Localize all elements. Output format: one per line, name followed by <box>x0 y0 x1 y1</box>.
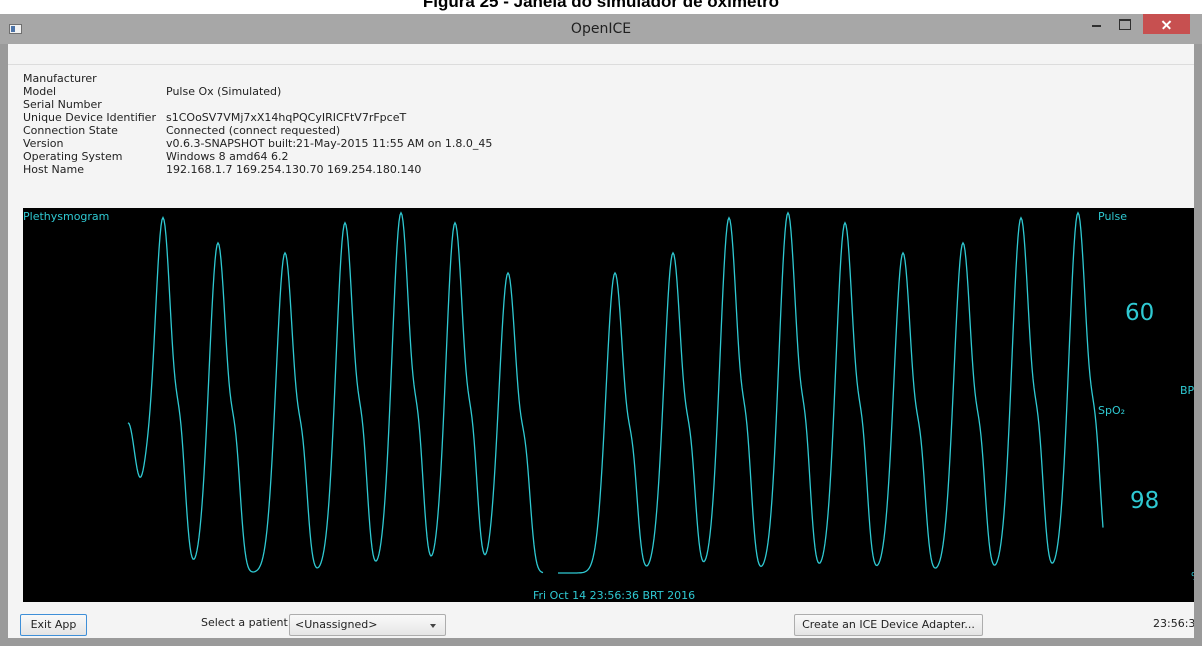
info-value: 192.168.1.7 169.254.130.70 169.254.180.1… <box>166 163 422 176</box>
clock-readout: 23:56:36 <box>1153 617 1202 630</box>
patient-select[interactable]: <Unassigned> <box>289 614 446 636</box>
info-value: Connected (connect requested) <box>166 124 341 137</box>
chevron-down-icon <box>430 624 436 628</box>
timestamp: Fri Oct 14 23:56:36 BRT 2016 <box>533 589 696 602</box>
info-label: Version <box>23 137 64 150</box>
exit-app-button[interactable]: Exit App <box>20 614 87 636</box>
info-value: Windows 8 amd64 6.2 <box>166 150 289 163</box>
info-label: Unique Device Identifier <box>23 111 156 124</box>
bottom-bar: Exit App Select a patient: <Unassigned> … <box>8 612 1202 638</box>
plethysmogram-trace-canvas <box>127 211 1104 574</box>
maximize-icon[interactable] <box>1111 14 1139 34</box>
app-window-icon[interactable] <box>9 24 22 34</box>
window-title: OpenICE <box>570 21 632 37</box>
plethysmogram-trace <box>558 211 1104 574</box>
info-value: s1COoSV7VMj7xX14hqPQCyIRICFtV7rFpceT <box>166 111 407 124</box>
spo2-label: SpO₂ <box>1098 404 1126 417</box>
info-label: Manufacturer <box>23 72 97 85</box>
window-edge <box>1194 44 1202 646</box>
info-value: v0.6.3-SNAPSHOT built:21-May-2015 11:55 … <box>166 137 493 150</box>
pulse-value: 60 <box>1125 300 1155 326</box>
close-icon[interactable] <box>1143 14 1190 34</box>
plethysmogram-trace <box>127 211 544 574</box>
pulse-label: Pulse <box>1098 210 1127 223</box>
menu-strip <box>8 44 1202 65</box>
info-label: Operating System <box>23 150 123 163</box>
patient-select-value: <Unassigned> <box>295 618 378 631</box>
title-bar[interactable]: OpenICE <box>0 14 1202 44</box>
patient-label: Select a patient: <box>201 616 292 629</box>
waveform-label: Plethysmogram <box>23 210 110 223</box>
info-label: Model <box>23 85 57 98</box>
waveform-monitor: Plethysmogram Pulse 60 BPM SpO₂ 98 % Fri… <box>23 208 1202 602</box>
info-label: Connection State <box>23 124 118 137</box>
client-area: Manufacturer Model Pulse Ox (Simulated) … <box>8 44 1202 638</box>
info-label: Serial Number <box>23 98 102 111</box>
info-label: Host Name <box>23 163 84 176</box>
openice-window: OpenICE Manufacturer Model Pulse Ox (Sim… <box>0 14 1202 646</box>
document-caption: Figura 25 - Janela do simulador de oxíme… <box>422 0 780 11</box>
minimize-icon[interactable] <box>1083 14 1111 34</box>
create-adapter-button[interactable]: Create an ICE Device Adapter... <box>794 614 983 636</box>
info-value: Pulse Ox (Simulated) <box>166 85 282 98</box>
spo2-value: 98 <box>1130 488 1160 514</box>
